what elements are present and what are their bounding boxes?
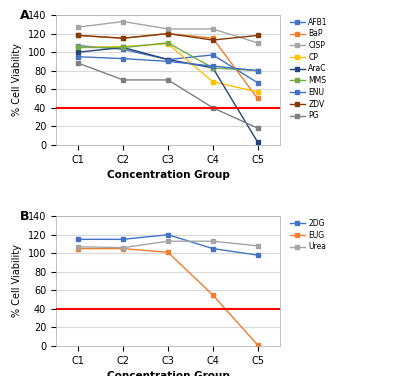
Legend: 2DG, EUG, Urea: 2DG, EUG, Urea bbox=[288, 217, 328, 253]
CISP bbox=[121, 19, 126, 24]
ENU bbox=[210, 64, 215, 68]
BaP bbox=[121, 36, 126, 41]
MMS bbox=[210, 66, 215, 70]
MMS bbox=[255, 68, 260, 73]
AraC bbox=[76, 50, 81, 55]
PG bbox=[121, 78, 126, 82]
CP bbox=[166, 41, 170, 46]
EUG bbox=[255, 343, 260, 347]
ENU bbox=[255, 68, 260, 73]
Urea bbox=[255, 244, 260, 248]
AFB1 bbox=[121, 47, 126, 52]
Text: A: A bbox=[20, 9, 30, 21]
2DG bbox=[255, 253, 260, 257]
Y-axis label: % Cell Viability: % Cell Viability bbox=[12, 245, 22, 317]
BaP bbox=[255, 96, 260, 101]
2DG bbox=[210, 246, 215, 251]
Y-axis label: % Cell Viability: % Cell Viability bbox=[12, 44, 22, 116]
PG bbox=[255, 126, 260, 130]
2DG bbox=[166, 232, 170, 237]
MMS bbox=[166, 41, 170, 45]
CISP bbox=[210, 27, 215, 31]
Line: AraC: AraC bbox=[76, 45, 260, 144]
Urea bbox=[121, 246, 126, 250]
ZDV bbox=[121, 36, 126, 41]
Urea bbox=[210, 239, 215, 243]
AFB1 bbox=[210, 53, 215, 57]
Line: ENU: ENU bbox=[76, 55, 260, 73]
ZDV bbox=[255, 33, 260, 38]
Line: CP: CP bbox=[76, 42, 260, 94]
Line: CISP: CISP bbox=[76, 20, 260, 45]
X-axis label: Concentration Group: Concentration Group bbox=[106, 371, 230, 376]
PG bbox=[210, 105, 215, 110]
AraC bbox=[121, 45, 126, 50]
BaP bbox=[166, 31, 170, 36]
Line: ZDV: ZDV bbox=[76, 32, 260, 42]
Line: Urea: Urea bbox=[76, 239, 260, 250]
2DG bbox=[121, 237, 126, 242]
ZDV bbox=[210, 38, 215, 42]
MMS bbox=[121, 45, 126, 50]
CISP bbox=[166, 27, 170, 31]
Line: MMS: MMS bbox=[76, 41, 260, 73]
AFB1 bbox=[76, 43, 81, 48]
Line: BaP: BaP bbox=[76, 32, 260, 100]
CP bbox=[255, 90, 260, 94]
X-axis label: Concentration Group: Concentration Group bbox=[106, 170, 230, 180]
Line: PG: PG bbox=[76, 61, 260, 130]
BaP bbox=[76, 33, 81, 38]
PG bbox=[76, 61, 81, 65]
EUG bbox=[121, 246, 126, 251]
CISP bbox=[76, 25, 81, 29]
BaP bbox=[210, 36, 215, 41]
CP bbox=[121, 44, 126, 49]
EUG bbox=[166, 250, 170, 255]
EUG bbox=[210, 293, 215, 297]
EUG bbox=[76, 246, 81, 251]
AFB1 bbox=[255, 80, 260, 85]
AraC bbox=[210, 66, 215, 70]
CP bbox=[210, 79, 215, 84]
ZDV bbox=[76, 33, 81, 38]
CP bbox=[76, 45, 81, 50]
Urea bbox=[166, 239, 170, 243]
ENU bbox=[76, 55, 81, 59]
Text: B: B bbox=[20, 210, 30, 223]
Urea bbox=[76, 244, 81, 249]
CISP bbox=[255, 41, 260, 45]
Line: 2DG: 2DG bbox=[76, 233, 260, 257]
2DG bbox=[76, 237, 81, 242]
ZDV bbox=[166, 31, 170, 36]
Legend: AFB1, BaP, CISP, CP, AraC, MMS, ENU, ZDV, PG: AFB1, BaP, CISP, CP, AraC, MMS, ENU, ZDV… bbox=[288, 16, 329, 122]
AraC bbox=[255, 140, 260, 144]
AFB1 bbox=[166, 57, 170, 62]
MMS bbox=[76, 45, 81, 50]
ENU bbox=[121, 56, 126, 61]
Line: EUG: EUG bbox=[76, 247, 260, 347]
PG bbox=[166, 78, 170, 82]
ENU bbox=[166, 59, 170, 64]
AraC bbox=[166, 57, 170, 62]
Line: AFB1: AFB1 bbox=[76, 44, 260, 85]
